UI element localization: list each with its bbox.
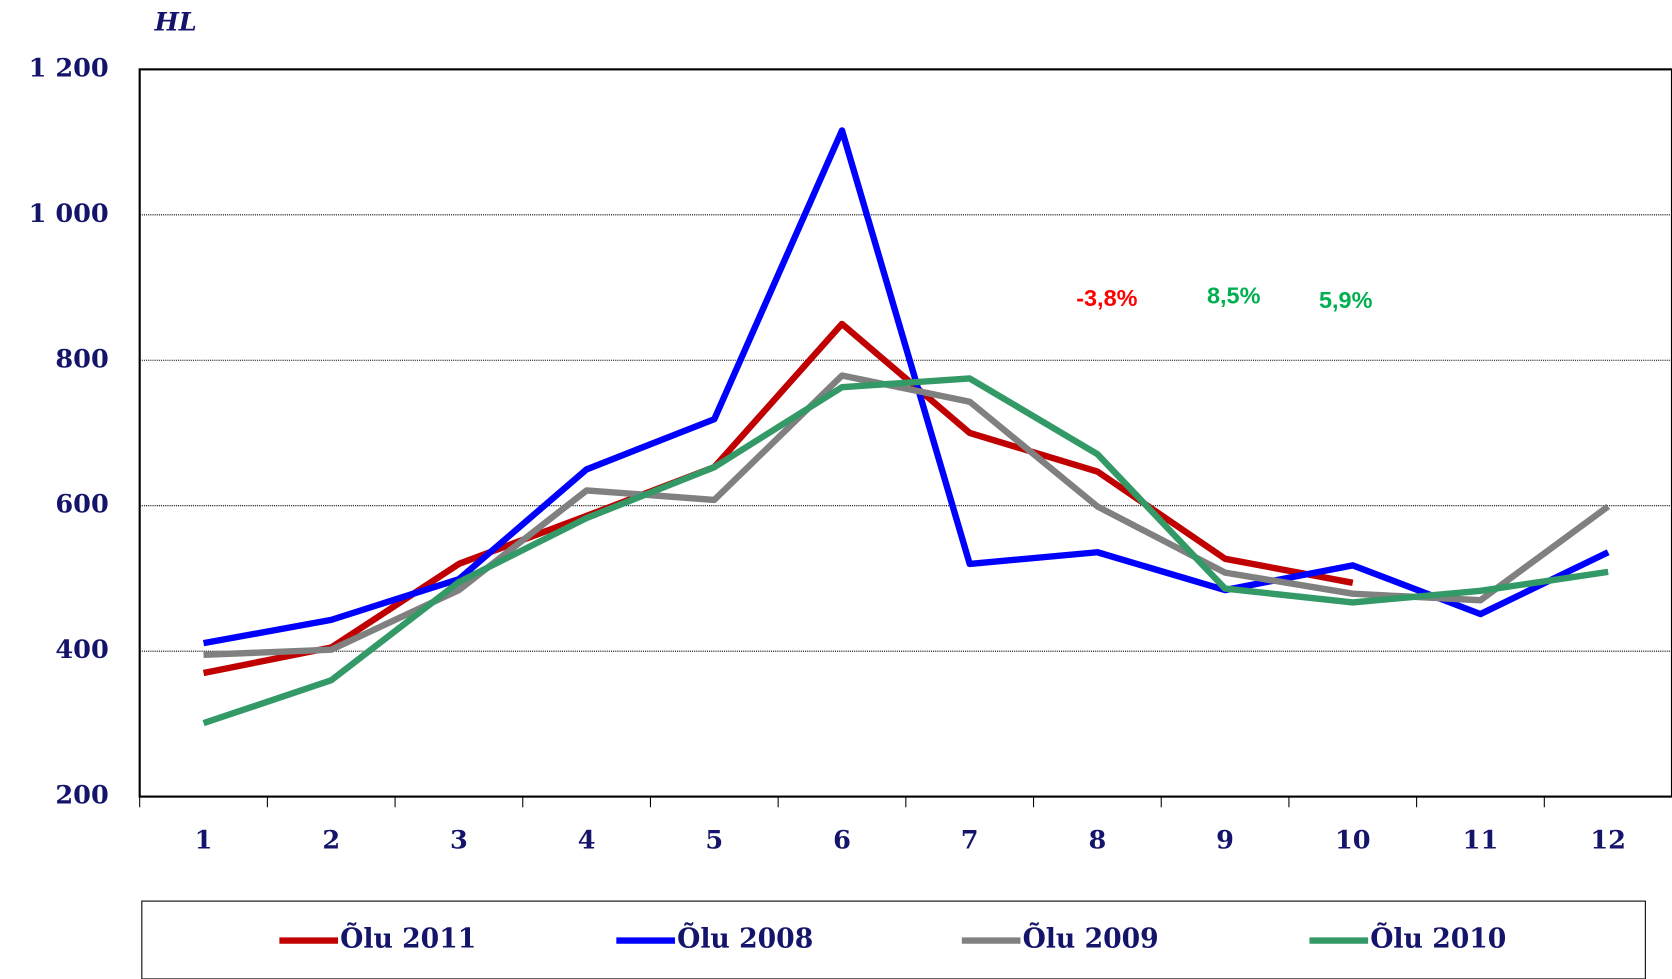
series-line [202, 127, 1610, 647]
annotation: 8,5% [1207, 283, 1261, 309]
y-axis-label: HL [154, 8, 197, 38]
x-tick-label: 9 [1216, 825, 1234, 855]
y-tick-label: 800 [55, 344, 108, 374]
plot-frame [138, 68, 1672, 798]
x-tick-label: 12 [1590, 825, 1626, 855]
x-tick-label: 11 [1463, 825, 1499, 855]
x-tick-label: 3 [450, 825, 468, 855]
legend-label: Õlu 2011 [340, 923, 476, 955]
legend-label: Õlu 2008 [677, 923, 813, 955]
legend-label: Õlu 2010 [1370, 923, 1506, 955]
y-tick-label: 1 000 [29, 199, 109, 229]
y-tick-label: 400 [55, 635, 108, 665]
series-line [202, 320, 1354, 677]
x-tick-label: 4 [578, 825, 596, 855]
x-tick-label: 6 [833, 825, 851, 855]
legend-label: Õlu 2009 [1023, 923, 1159, 955]
annotation: 5,9% [1319, 287, 1373, 313]
series-line [202, 375, 1609, 727]
annotation: -3,8% [1076, 285, 1137, 311]
x-tick-label: 5 [705, 825, 723, 855]
x-tick-label: 1 [195, 825, 213, 855]
x-tick-label: 10 [1335, 825, 1371, 855]
y-tick-label: 600 [55, 490, 108, 520]
y-tick-label: 200 [55, 781, 108, 811]
y-tick-label: 1 200 [29, 53, 109, 83]
x-tick-label: 8 [1088, 825, 1106, 855]
x-tick-label: 7 [961, 825, 979, 855]
x-tick-label: 2 [322, 825, 340, 855]
